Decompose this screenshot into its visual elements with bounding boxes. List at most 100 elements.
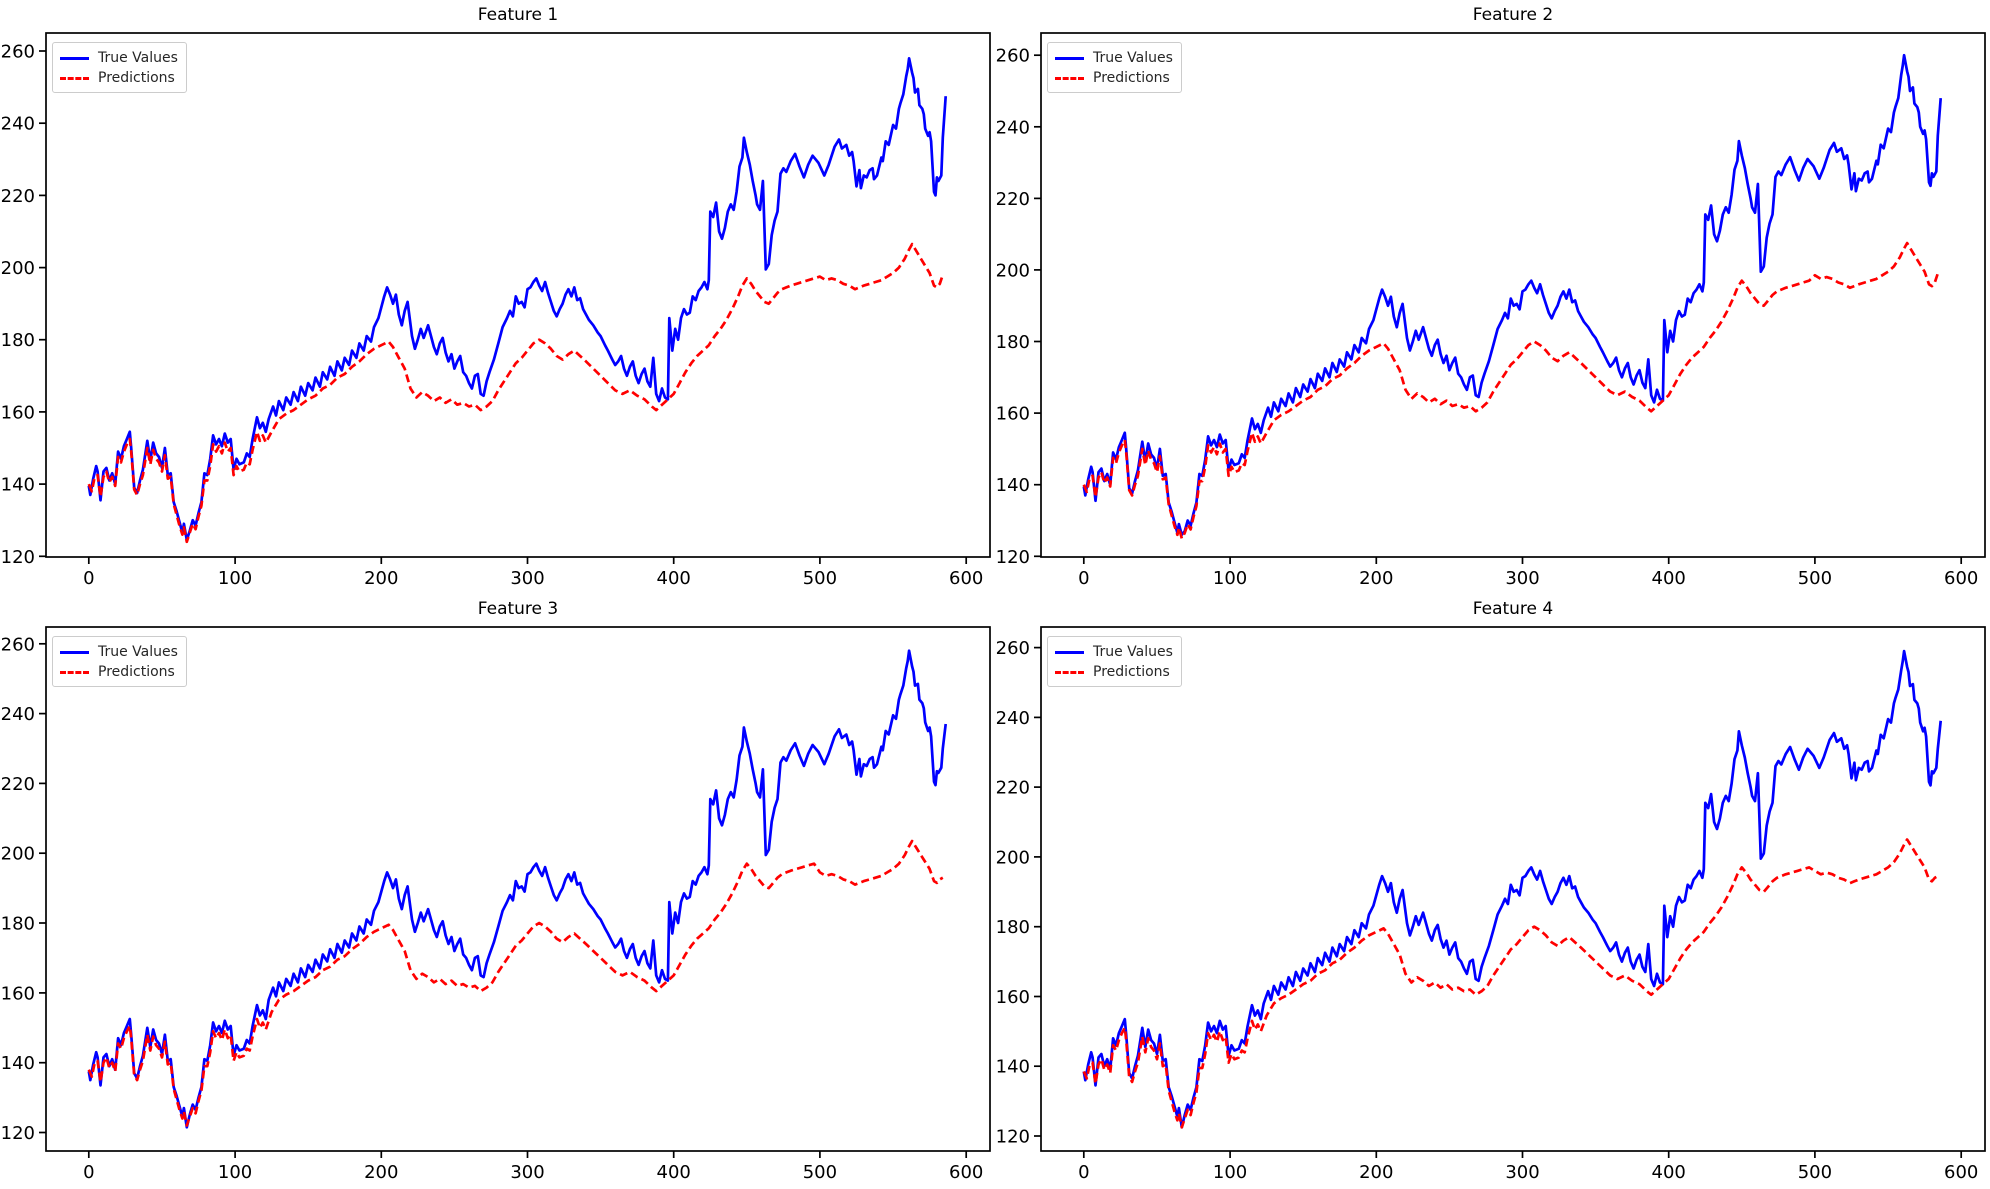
y-tick-label: 220 (996, 778, 1030, 799)
y-tick-label: 260 (1, 42, 35, 63)
plot-title: Feature 1 (477, 5, 559, 25)
y-tick-label: 260 (996, 638, 1030, 659)
x-tick-label: 400 (1652, 568, 1686, 589)
plot-title: Feature 4 (1472, 599, 1554, 619)
x-tick-label: 100 (218, 1162, 252, 1183)
legend: True Values Predictions (52, 636, 187, 687)
y-tick-label: 180 (1, 914, 35, 935)
y-tick-label: 120 (996, 547, 1030, 568)
y-tick-label: 200 (1, 258, 35, 279)
y-tick-label: 200 (996, 260, 1030, 281)
legend: True Values Predictions (1047, 42, 1182, 93)
series-true-values (1082, 649, 1943, 1129)
series-predictions (87, 839, 944, 1127)
y-tick-label: 220 (1, 186, 35, 207)
series-true-values (87, 649, 948, 1129)
y-tick-label: 260 (1, 634, 35, 655)
plot-area (45, 32, 991, 558)
x-tick-label: 400 (657, 568, 691, 589)
y-tick-label: 200 (996, 847, 1030, 868)
series-true-values (87, 56, 948, 542)
axes-feature-2: 0 100 200 300 400 500 600 120 140 160 180 200 220 240… (996, 32, 1986, 589)
y-tick-label: 140 (996, 475, 1030, 496)
legend-line-true-values-icon (60, 56, 89, 60)
x-tick-label: 0 (1078, 1162, 1089, 1183)
y-tick-label: 120 (996, 1127, 1030, 1148)
x-tick-label: 200 (1359, 568, 1393, 589)
y-tick-label: 160 (1, 402, 35, 423)
x-tick-label: 500 (1798, 568, 1832, 589)
y-tick-label: 160 (996, 987, 1030, 1008)
y-tick-label: 240 (996, 708, 1030, 729)
x-tick-label: 300 (1505, 1162, 1539, 1183)
legend-entry-true-values: True Values (60, 48, 178, 68)
y-tick-label: 160 (1, 983, 35, 1004)
y-tick-label: 240 (1, 704, 35, 725)
x-tick-label: 200 (364, 568, 398, 589)
y-tick-label: 140 (1, 1053, 35, 1074)
legend-line-predictions-icon (1055, 670, 1084, 674)
legend: True Values Predictions (1047, 636, 1182, 687)
y-tick-label: 180 (1, 330, 35, 351)
y-tick-label: 140 (996, 1057, 1030, 1078)
y-tick-label: 240 (996, 117, 1030, 138)
x-tick-label: 500 (803, 568, 837, 589)
y-tick-label: 180 (996, 917, 1030, 938)
x-tick-label: 0 (83, 568, 94, 589)
plot-title: Feature 2 (1472, 5, 1554, 25)
legend-entry-predictions: Predictions (60, 68, 178, 88)
y-tick-label: 200 (1, 844, 35, 865)
subplot-feature-4: Feature 4 0 100 200 300 400 500 600 120 140 160 18… (995, 594, 1990, 1189)
legend-line-true-values-icon (1055, 650, 1084, 654)
x-tick-label: 100 (1213, 568, 1247, 589)
series-predictions (87, 242, 945, 544)
legend-label-predictions: Predictions (1093, 664, 1170, 680)
legend-label-true-values: True Values (1093, 50, 1173, 66)
legend-entry-predictions: Predictions (1055, 68, 1173, 88)
y-tick-label: 220 (1, 774, 35, 795)
x-tick-label: 600 (1944, 1162, 1978, 1183)
axes-feature-1: 0 100 200 300 400 500 600 120 140 160 180 200 220 240… (1, 32, 991, 589)
legend-entry-true-values: True Values (1055, 48, 1173, 68)
legend-line-true-values-icon (1055, 56, 1084, 60)
y-tick-label: 240 (1, 114, 35, 135)
y-tick-label: 260 (996, 46, 1030, 67)
legend-label-predictions: Predictions (1093, 70, 1170, 86)
legend-entry-true-values: True Values (1055, 642, 1173, 662)
subplot-feature-2: Feature 2 0 100 200 300 400 500 600 120 140 160 18… (995, 0, 1990, 594)
legend-label-predictions: Predictions (98, 70, 175, 86)
x-tick-label: 500 (803, 1162, 837, 1183)
x-tick-label: 500 (1798, 1162, 1832, 1183)
x-tick-label: 200 (364, 1162, 398, 1183)
y-tick-label: 180 (996, 332, 1030, 353)
y-tick-label: 120 (1, 547, 35, 568)
x-tick-label: 400 (657, 1162, 691, 1183)
legend-line-true-values-icon (60, 650, 89, 654)
x-tick-label: 600 (949, 568, 983, 589)
x-tick-label: 300 (1505, 568, 1539, 589)
legend-line-predictions-icon (1055, 76, 1084, 80)
x-tick-label: 200 (1359, 1162, 1393, 1183)
legend: True Values Predictions (52, 42, 187, 93)
x-tick-label: 300 (510, 1162, 544, 1183)
legend-entry-predictions: Predictions (1055, 662, 1173, 682)
y-tick-label: 140 (1, 475, 35, 496)
x-tick-label: 300 (510, 568, 544, 589)
axes-feature-3: 0 100 200 300 400 500 600 120 140 160 180 200 220 240… (1, 626, 991, 1183)
series-predictions (1082, 838, 1939, 1129)
x-tick-label: 400 (1652, 1162, 1686, 1183)
plot-title: Feature 3 (477, 599, 559, 619)
subplot-feature-1: Feature 1 0 100 200 300 400 500 600 120 140 160 18… (0, 0, 995, 594)
legend-label-true-values: True Values (98, 50, 178, 66)
plot-area (1040, 32, 1986, 558)
axes-feature-4: 0 100 200 300 400 500 600 120 140 160 180 200 220 240… (996, 626, 1986, 1183)
x-tick-label: 100 (1213, 1162, 1247, 1183)
y-tick-label: 220 (996, 189, 1030, 210)
legend-line-predictions-icon (60, 76, 89, 80)
x-tick-label: 600 (949, 1162, 983, 1183)
x-tick-label: 0 (1078, 568, 1089, 589)
legend-line-predictions-icon (60, 670, 89, 674)
legend-label-true-values: True Values (98, 644, 178, 660)
legend-entry-predictions: Predictions (60, 662, 178, 682)
